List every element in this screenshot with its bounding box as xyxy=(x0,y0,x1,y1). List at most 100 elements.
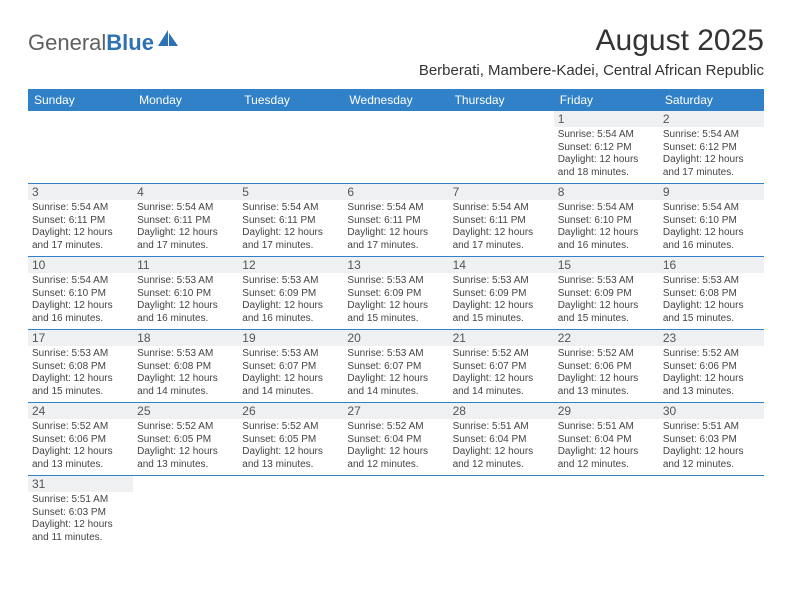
cell-line-day1: Daylight: 12 hours xyxy=(137,300,234,313)
cell-line-sunrise: Sunrise: 5:52 AM xyxy=(242,421,339,434)
calendar-cell: 1Sunrise: 5:54 AMSunset: 6:12 PMDaylight… xyxy=(554,111,659,184)
calendar-cell xyxy=(133,476,238,549)
cell-line-day2: and 14 minutes. xyxy=(137,386,234,399)
cell-line-day1: Daylight: 12 hours xyxy=(347,300,444,313)
cell-line-day2: and 14 minutes. xyxy=(453,386,550,399)
logo-text-blue: Blue xyxy=(106,30,154,56)
cell-details: Sunrise: 5:52 AMSunset: 6:04 PMDaylight:… xyxy=(347,421,444,471)
cell-line-sunrise: Sunrise: 5:52 AM xyxy=(663,348,760,361)
cell-line-day2: and 13 minutes. xyxy=(558,386,655,399)
cell-line-sunset: Sunset: 6:11 PM xyxy=(347,215,444,228)
day-number: 19 xyxy=(238,330,343,346)
cell-line-sunset: Sunset: 6:07 PM xyxy=(347,361,444,374)
cell-line-sunset: Sunset: 6:11 PM xyxy=(453,215,550,228)
cell-line-sunrise: Sunrise: 5:53 AM xyxy=(453,275,550,288)
day-header: Sunday xyxy=(28,89,133,111)
cell-line-day1: Daylight: 12 hours xyxy=(663,154,760,167)
day-number: 15 xyxy=(554,257,659,273)
calendar-row: 10 Sunrise: 5:54 AMSunset: 6:10 PMDayligh… xyxy=(28,257,764,330)
calendar-cell: 22Sunrise: 5:52 AMSunset: 6:06 PMDayligh… xyxy=(554,330,659,403)
cell-line-sunset: Sunset: 6:07 PM xyxy=(242,361,339,374)
cell-line-day2: and 16 minutes. xyxy=(137,313,234,326)
calendar-cell: 18Sunrise: 5:53 AMSunset: 6:08 PMDayligh… xyxy=(133,330,238,403)
cell-line-sunset: Sunset: 6:10 PM xyxy=(32,288,129,301)
cell-details: Sunrise: 5:54 AMSunset: 6:10 PMDaylight:… xyxy=(32,275,129,325)
day-number: 2 xyxy=(659,111,764,127)
cell-line-day2: and 16 minutes. xyxy=(558,240,655,253)
cell-line-day1: Daylight: 12 hours xyxy=(663,373,760,386)
calendar-cell: 14Sunrise: 5:53 AMSunset: 6:09 PMDayligh… xyxy=(449,257,554,330)
calendar-cell: 12 Sunrise: 5:53 AMSunset: 6:09 PMDayligh… xyxy=(238,257,343,330)
cell-line-sunrise: Sunrise: 5:53 AM xyxy=(242,348,339,361)
day-number: 10 xyxy=(28,257,133,273)
day-header: Monday xyxy=(133,89,238,111)
day-number: 25 xyxy=(133,403,238,419)
cell-line-sunrise: Sunrise: 5:54 AM xyxy=(453,202,550,215)
cell-line-day2: and 16 minutes. xyxy=(242,313,339,326)
cell-line-sunset: Sunset: 6:08 PM xyxy=(32,361,129,374)
day-number: 11 xyxy=(133,257,238,273)
cell-line-day1: Daylight: 12 hours xyxy=(242,227,339,240)
day-number: 13 xyxy=(343,257,448,273)
cell-line-sunrise: Sunrise: 5:51 AM xyxy=(453,421,550,434)
cell-line-sunrise: Sunrise: 5:53 AM xyxy=(242,275,339,288)
day-number: 12 xyxy=(238,257,343,273)
calendar-cell xyxy=(659,476,764,549)
location-subtitle: Berberati, Mambere-Kadei, Central Africa… xyxy=(419,62,764,79)
cell-details: Sunrise: 5:52 AMSunset: 6:07 PMDaylight:… xyxy=(453,348,550,398)
cell-line-day1: Daylight: 12 hours xyxy=(137,373,234,386)
day-number: 3 xyxy=(28,184,133,200)
cell-line-day1: Daylight: 12 hours xyxy=(453,373,550,386)
cell-line-day1: Daylight: 12 hours xyxy=(242,446,339,459)
day-number: 31 xyxy=(28,476,133,492)
day-number: 7 xyxy=(449,184,554,200)
cell-line-day2: and 12 minutes. xyxy=(663,459,760,472)
cell-details: Sunrise: 5:53 AMSunset: 6:09 PMDaylight:… xyxy=(242,275,339,325)
cell-line-day2: and 16 minutes. xyxy=(32,313,129,326)
calendar-cell: 13Sunrise: 5:53 AMSunset: 6:09 PMDayligh… xyxy=(343,257,448,330)
cell-line-sunset: Sunset: 6:09 PM xyxy=(242,288,339,301)
cell-line-day1: Daylight: 12 hours xyxy=(663,446,760,459)
title-block: August 2025 Berberati, Mambere-Kadei, Ce… xyxy=(419,24,764,79)
cell-line-day1: Daylight: 12 hours xyxy=(137,446,234,459)
cell-details: Sunrise: 5:51 AMSunset: 6:04 PMDaylight:… xyxy=(558,421,655,471)
calendar-cell: 8Sunrise: 5:54 AMSunset: 6:10 PMDaylight… xyxy=(554,184,659,257)
calendar-row: 31 Sunrise: 5:51 AMSunset: 6:03 PMDayligh… xyxy=(28,476,764,549)
cell-details: Sunrise: 5:53 AMSunset: 6:08 PMDaylight:… xyxy=(32,348,129,398)
cell-line-sunset: Sunset: 6:12 PM xyxy=(663,142,760,155)
cell-line-day2: and 15 minutes. xyxy=(558,313,655,326)
cell-details: Sunrise: 5:51 AMSunset: 6:03 PMDaylight:… xyxy=(663,421,760,471)
cell-line-sunset: Sunset: 6:11 PM xyxy=(137,215,234,228)
cell-line-day1: Daylight: 12 hours xyxy=(347,446,444,459)
cell-line-sunset: Sunset: 6:10 PM xyxy=(663,215,760,228)
cell-line-day2: and 18 minutes. xyxy=(558,167,655,180)
day-header: Wednesday xyxy=(343,89,448,111)
cell-line-sunrise: Sunrise: 5:53 AM xyxy=(347,275,444,288)
cell-line-day2: and 15 minutes. xyxy=(663,313,760,326)
day-number: 8 xyxy=(554,184,659,200)
cell-line-sunrise: Sunrise: 5:54 AM xyxy=(558,202,655,215)
calendar-cell: 2Sunrise: 5:54 AMSunset: 6:12 PMDaylight… xyxy=(659,111,764,184)
day-header: Friday xyxy=(554,89,659,111)
calendar-cell: 11Sunrise: 5:53 AMSunset: 6:10 PMDayligh… xyxy=(133,257,238,330)
cell-line-sunrise: Sunrise: 5:54 AM xyxy=(347,202,444,215)
cell-line-day1: Daylight: 12 hours xyxy=(242,373,339,386)
calendar-cell: 16Sunrise: 5:53 AMSunset: 6:08 PMDayligh… xyxy=(659,257,764,330)
calendar-cell: 26Sunrise: 5:52 AMSunset: 6:05 PMDayligh… xyxy=(238,403,343,476)
day-number: 5 xyxy=(238,184,343,200)
cell-line-sunrise: Sunrise: 5:52 AM xyxy=(558,348,655,361)
cell-details: Sunrise: 5:53 AMSunset: 6:08 PMDaylight:… xyxy=(137,348,234,398)
calendar-cell: 23Sunrise: 5:52 AMSunset: 6:06 PMDayligh… xyxy=(659,330,764,403)
calendar-row: 1Sunrise: 5:54 AMSunset: 6:12 PMDaylight… xyxy=(28,111,764,184)
cell-line-day2: and 17 minutes. xyxy=(242,240,339,253)
cell-line-day1: Daylight: 12 hours xyxy=(453,446,550,459)
cell-line-sunset: Sunset: 6:06 PM xyxy=(663,361,760,374)
cell-details: Sunrise: 5:52 AMSunset: 6:06 PMDaylight:… xyxy=(663,348,760,398)
cell-details: Sunrise: 5:51 AMSunset: 6:03 PMDaylight:… xyxy=(32,494,129,544)
cell-line-sunrise: Sunrise: 5:54 AM xyxy=(558,129,655,142)
calendar-cell: 19 Sunrise: 5:53 AMSunset: 6:07 PMDayligh… xyxy=(238,330,343,403)
calendar-cell: 20Sunrise: 5:53 AMSunset: 6:07 PMDayligh… xyxy=(343,330,448,403)
calendar-row: 3Sunrise: 5:54 AMSunset: 6:11 PMDaylight… xyxy=(28,184,764,257)
cell-line-sunset: Sunset: 6:04 PM xyxy=(558,434,655,447)
cell-line-sunset: Sunset: 6:07 PM xyxy=(453,361,550,374)
